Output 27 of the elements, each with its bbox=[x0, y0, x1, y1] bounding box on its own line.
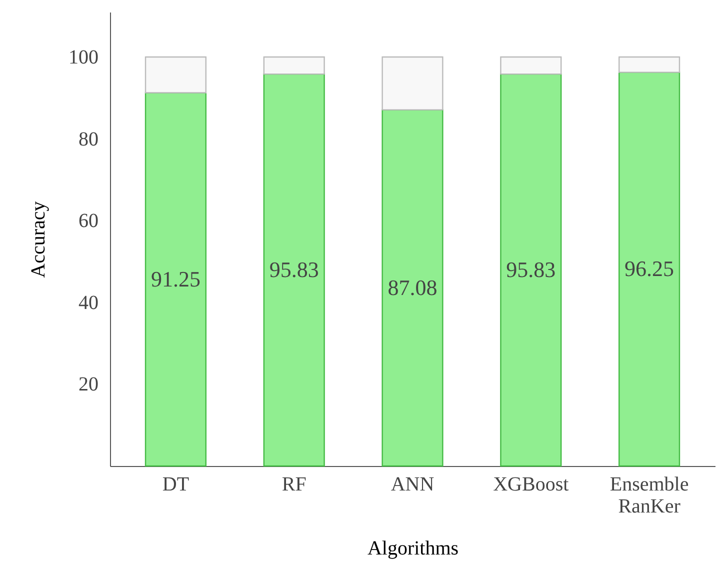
bar bbox=[263, 73, 325, 467]
x-tick-label: RF bbox=[282, 474, 306, 496]
y-tick-label: 20 bbox=[78, 374, 98, 396]
data-label: 95.83 bbox=[506, 257, 556, 282]
bar bbox=[263, 56, 325, 75]
x-tick-label: DT bbox=[162, 474, 190, 496]
x-axis-title: Algorithms bbox=[367, 538, 459, 560]
bar bbox=[382, 109, 444, 467]
bar bbox=[144, 92, 206, 467]
bar bbox=[500, 56, 562, 75]
bar bbox=[618, 72, 680, 467]
data-label: 95.83 bbox=[269, 257, 319, 282]
bar bbox=[382, 56, 444, 110]
x-tick-label: XGBoost bbox=[493, 474, 570, 496]
y-axis-title: Accuracy bbox=[28, 201, 50, 278]
y-tick-label: 60 bbox=[78, 210, 98, 232]
x-tick-label: Ensemble RanKer bbox=[610, 474, 689, 518]
y-tick-label: 40 bbox=[78, 292, 98, 314]
y-tick-label: 80 bbox=[78, 128, 98, 150]
data-label: 87.08 bbox=[388, 274, 438, 300]
bar bbox=[618, 56, 680, 73]
y-tick-label: 100 bbox=[68, 46, 98, 68]
data-label: 91.25 bbox=[150, 266, 200, 292]
bar bbox=[144, 56, 206, 94]
data-label: 96.25 bbox=[624, 256, 674, 282]
x-tick-label: ANN bbox=[390, 474, 434, 496]
bar bbox=[500, 73, 562, 467]
